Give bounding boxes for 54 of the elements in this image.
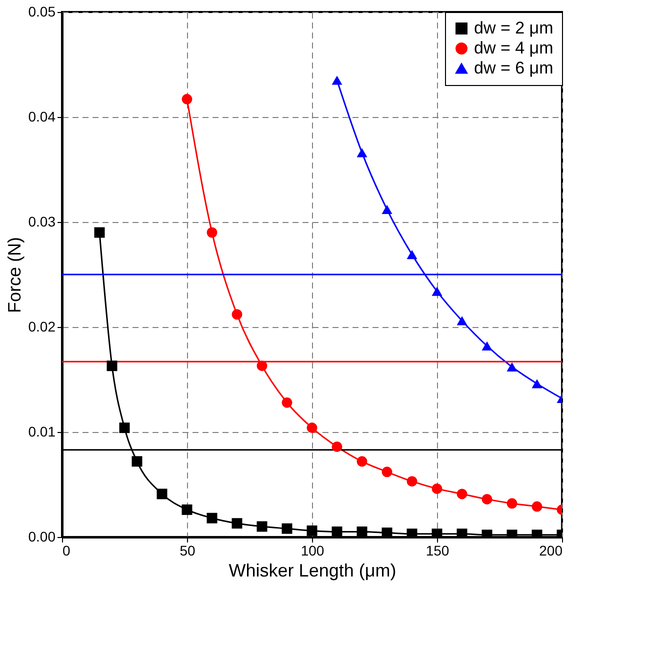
x-tick-label: 50	[180, 542, 196, 558]
point	[356, 526, 368, 537]
y-tick-label: 0.03	[28, 214, 56, 230]
point	[256, 360, 268, 372]
point	[306, 525, 318, 536]
point	[356, 456, 368, 467]
point	[256, 521, 268, 532]
point	[106, 360, 118, 372]
point	[406, 250, 418, 260]
point	[382, 204, 392, 214]
legend-label: dw = 4 μm	[474, 38, 554, 58]
point	[332, 76, 342, 85]
point	[119, 422, 130, 434]
point	[406, 476, 418, 487]
point	[332, 526, 342, 537]
point	[206, 512, 218, 524]
point	[356, 148, 368, 158]
point	[506, 362, 518, 372]
y-tick-label: 0.01	[28, 424, 56, 440]
point	[132, 456, 142, 467]
x-tick-label: 150	[426, 542, 450, 558]
y-tick-label: 0.02	[28, 318, 56, 334]
point	[532, 379, 542, 388]
x-tick-label: 200	[539, 542, 563, 558]
legend-label: dw = 6 μm	[474, 58, 554, 78]
x-tick-label: 0	[62, 542, 70, 558]
y-tick-label: 0.00	[28, 528, 56, 544]
point	[206, 227, 218, 238]
x-tick-label: 100	[300, 542, 324, 558]
point	[182, 504, 192, 515]
point	[232, 309, 242, 320]
x-axis-title: Whisker Length (μm)	[228, 560, 396, 580]
point	[456, 488, 468, 500]
point	[332, 441, 342, 452]
point	[456, 316, 468, 326]
point	[156, 488, 168, 500]
point	[482, 494, 492, 504]
y-tick-label: 0.04	[28, 108, 56, 124]
point	[382, 528, 392, 537]
y-tick-label: 0.05	[28, 4, 56, 20]
point	[94, 227, 105, 238]
point	[506, 498, 518, 509]
point	[382, 466, 392, 478]
point	[432, 483, 442, 494]
point	[482, 341, 492, 350]
legend-label: dw = 2 μm	[474, 18, 554, 38]
point	[232, 518, 242, 529]
point	[432, 286, 442, 296]
point	[282, 397, 292, 408]
y-axis-title: Force (N)	[4, 237, 24, 313]
point	[282, 523, 292, 534]
point	[306, 422, 318, 434]
point	[182, 94, 192, 104]
point	[532, 501, 542, 512]
